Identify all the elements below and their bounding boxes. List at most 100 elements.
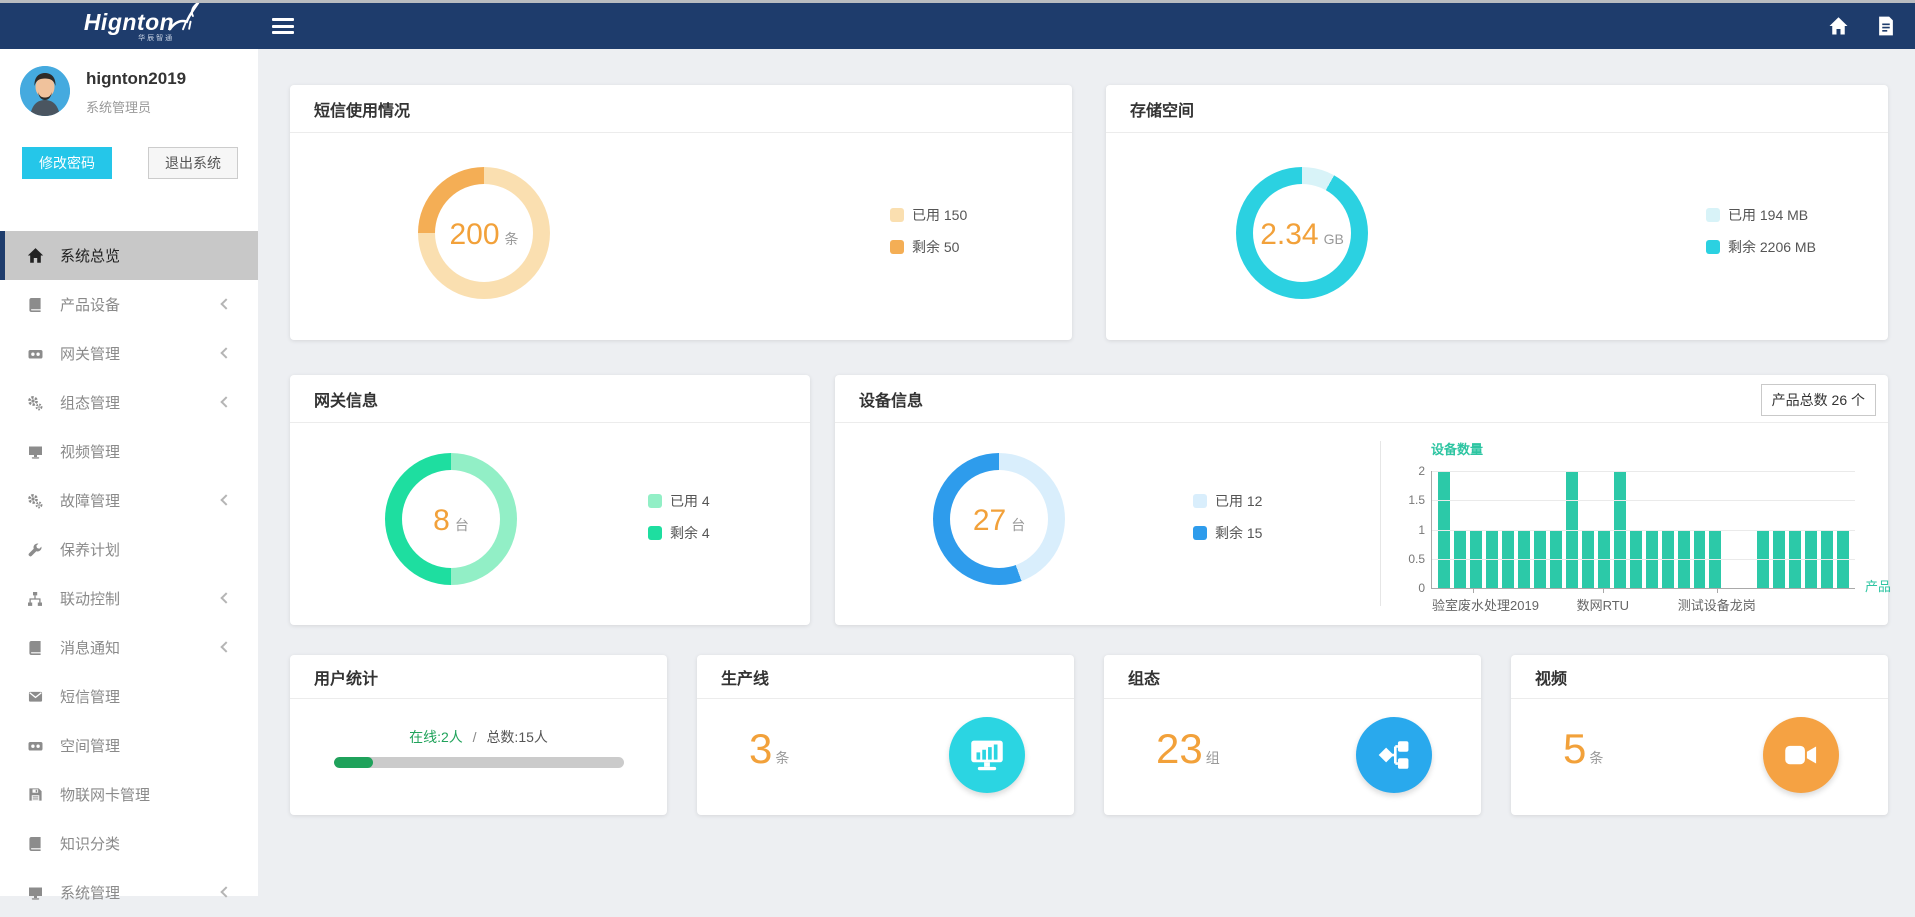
sidebar-item-label: 视频管理: [60, 444, 121, 461]
legend-label: 已用 4: [670, 493, 710, 509]
sms-total-unit: 条: [504, 231, 519, 247]
sidebar-item-video[interactable]: 视频管理: [0, 427, 258, 476]
user-progress-fill: [334, 757, 373, 768]
logout-button[interactable]: 退出系统: [148, 147, 238, 179]
avatar[interactable]: [20, 66, 70, 116]
device-total-value: 27: [972, 504, 1007, 537]
storage-total-unit: GB: [1323, 231, 1344, 247]
legend-label: 剩余 15: [1215, 525, 1263, 541]
gridline: [1432, 529, 1855, 531]
card-storage: 存储空间 2.34 GB 已用 194 MB 剩余 2206 MB: [1106, 85, 1888, 340]
donut-chart-storage: 2.34 GB: [1236, 167, 1368, 299]
sidebar-item-label: 知识分类: [60, 836, 121, 853]
video-camera-icon: [1763, 717, 1839, 793]
legend-item: 已用 4: [648, 491, 710, 511]
card-scada: 组态 23 组: [1104, 655, 1481, 815]
sidebar-item-maintenance[interactable]: 保养计划: [0, 525, 258, 574]
book-icon: [26, 835, 44, 853]
sidebar-item-sms[interactable]: 短信管理: [0, 672, 258, 721]
floppy-icon: [26, 786, 44, 804]
y-axis-tick: 0.5: [1408, 551, 1425, 566]
scada-count: 23 组: [1156, 725, 1220, 772]
gateway-total-value: 8: [433, 504, 450, 537]
card-title: 短信使用情况: [314, 102, 411, 120]
sidebar-item-label: 组态管理: [60, 395, 121, 412]
sidebar-item-products[interactable]: 产品设备: [0, 280, 258, 329]
brand-logo[interactable]: Hignton 华辰智通: [0, 0, 258, 49]
sidebar-item-label: 消息通知: [60, 640, 121, 657]
card-gateway-info: 网关信息 8 台 已用 4 剩余 4: [290, 375, 810, 625]
card-title: 网关信息: [314, 392, 379, 410]
wrench-icon: [26, 541, 44, 559]
sms-total-value: 200: [449, 218, 500, 251]
book-icon: [26, 639, 44, 657]
sidebar-item-scada[interactable]: 组态管理: [0, 378, 258, 427]
legend-item: 已用 194 MB: [1706, 205, 1816, 225]
donut-chart-sms: 200 条: [418, 167, 550, 299]
home-icon: [26, 247, 44, 265]
y-axis-tick: 2: [1418, 464, 1425, 478]
sitemap-icon: [26, 590, 44, 608]
sidebar-item-system[interactable]: 系统管理: [0, 868, 258, 917]
chevron-left-icon: [220, 885, 232, 898]
legend-swatch: [1706, 208, 1720, 222]
card-title: 生产线: [721, 670, 770, 688]
bar-chart-title: 设备数量: [1431, 442, 1484, 457]
change-password-button[interactable]: 修改密码: [22, 147, 112, 179]
production-chart-icon: [949, 717, 1025, 793]
topbar: [258, 3, 1915, 49]
x-axis-label: 数网RTU: [1576, 598, 1630, 613]
card-title: 用户统计: [314, 670, 379, 688]
legend-swatch: [890, 240, 904, 254]
scada-unit: 组: [1205, 750, 1220, 766]
legend-label: 剩余 50: [912, 239, 960, 255]
gridline: [1432, 471, 1855, 472]
sidebar-item-gateway[interactable]: 网关管理: [0, 329, 258, 378]
username: hignton2019: [86, 69, 187, 88]
hamburger-menu-icon[interactable]: [272, 18, 294, 34]
total-users-text: 总数:15人: [486, 729, 548, 745]
sidebar-item-label: 保养计划: [60, 542, 121, 559]
legend-item: 剩余 15: [1193, 523, 1262, 543]
sidebar-item-label: 联动控制: [60, 591, 121, 608]
document-icon[interactable]: [1875, 15, 1897, 37]
legend-item: 已用 12: [1193, 491, 1262, 511]
gridline: [1432, 500, 1855, 502]
scada-flowchart-icon: [1356, 717, 1432, 793]
antelope-logo-icon: [164, 0, 202, 38]
chevron-left-icon: [220, 493, 232, 506]
bar-chart-xlabel: 产品: [1865, 579, 1892, 594]
legend-item: 剩余 50: [890, 237, 967, 257]
legend-label: 已用 194 MB: [1728, 207, 1809, 223]
sidebar-item-label: 系统管理: [60, 885, 121, 902]
sidebar-item-notification[interactable]: 消息通知: [0, 623, 258, 672]
sidebar-item-label: 系统总览: [60, 248, 121, 265]
chevron-left-icon: [220, 591, 232, 604]
sidebar-item-fault[interactable]: 故障管理: [0, 476, 258, 525]
legend-swatch: [648, 526, 662, 540]
sidebar-item-knowledge[interactable]: 知识分类: [0, 819, 258, 868]
online-users-text: 在线:2人: [409, 729, 463, 745]
sidebar-item-label: 网关管理: [60, 346, 121, 363]
sidebar-item-linkage[interactable]: 联动控制: [0, 574, 258, 623]
x-axis-label: 验室废水处理2019: [1432, 598, 1539, 613]
user-progress-bar: [334, 757, 624, 768]
sidebar-item-space[interactable]: 空间管理: [0, 721, 258, 770]
y-axis-tick: 1: [1418, 522, 1425, 537]
legend-swatch: [1193, 526, 1207, 540]
sidebar-item-overview[interactable]: 系统总览: [0, 231, 258, 280]
gears-icon: [26, 492, 44, 510]
camera-icon: [26, 345, 44, 363]
sidebar-menu: 系统总览产品设备网关管理组态管理视频管理故障管理保养计划联动控制消息通知短信管理…: [0, 231, 258, 917]
card-device-info: 设备信息 产品总数 26 个 27 台 已用 12 剩余 15 设备数量 产品 0…: [835, 375, 1892, 625]
chevron-left-icon: [220, 640, 232, 653]
camera-icon: [26, 737, 44, 755]
home-icon[interactable]: [1827, 15, 1849, 37]
product-total-badge[interactable]: 产品总数 26 个: [1760, 384, 1876, 416]
sidebar-item-iot-card[interactable]: 物联网卡管理: [0, 770, 258, 819]
gridline: [1432, 558, 1855, 560]
book-icon: [26, 296, 44, 314]
